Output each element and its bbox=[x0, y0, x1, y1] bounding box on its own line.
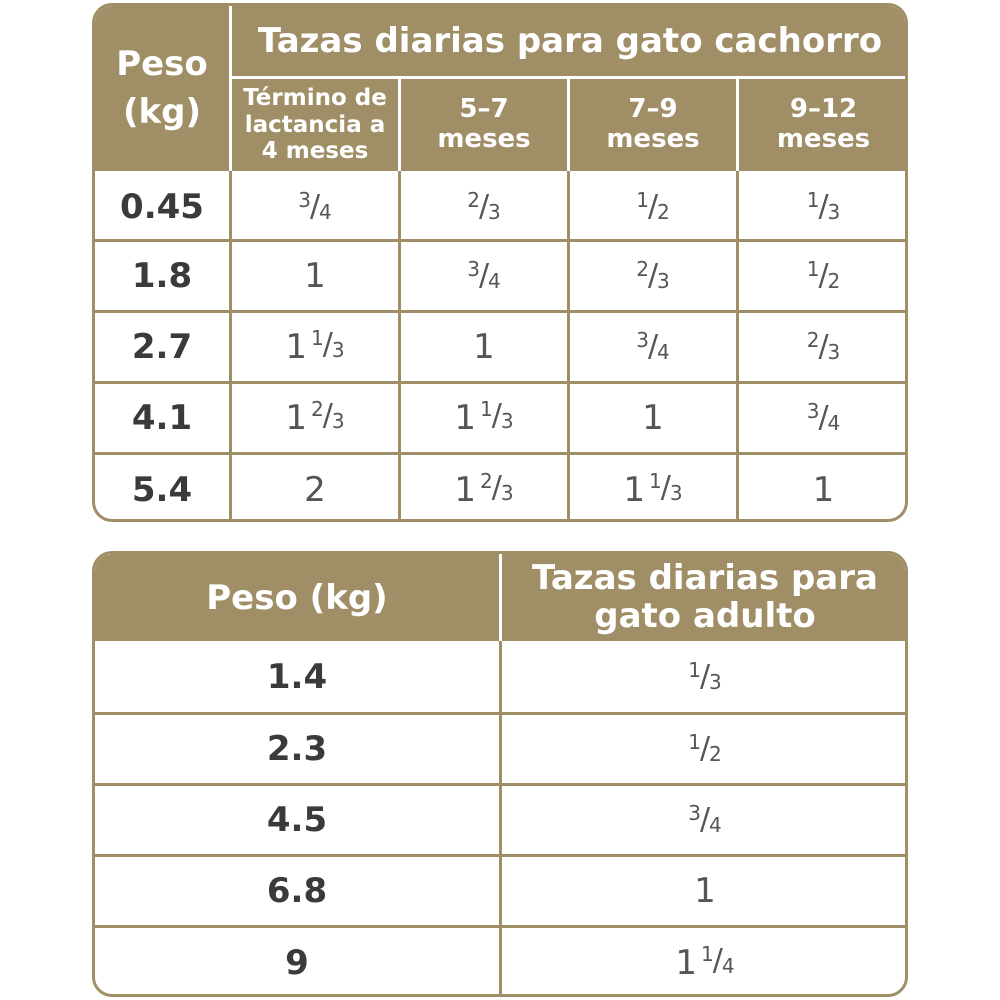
weight-cell: 1.4 bbox=[266, 656, 328, 697]
grid-line bbox=[95, 310, 905, 313]
weight-cell: 5.4 bbox=[131, 470, 193, 510]
grid-line bbox=[398, 171, 401, 519]
value-text: 1 bbox=[304, 256, 326, 296]
value-text: 1 2/3 bbox=[285, 397, 345, 438]
puppy-feeding-table: Peso (kg) Tazas diarias para gato cachor… bbox=[92, 3, 908, 522]
header-divider bbox=[499, 554, 502, 641]
cups-cell: 1/3 bbox=[502, 641, 905, 712]
cups-cell: 1/2 bbox=[502, 715, 905, 783]
cups-cell: 2/3 bbox=[570, 242, 736, 310]
grid-line bbox=[95, 925, 905, 928]
weight-cell: 0.45 bbox=[120, 186, 204, 227]
grid-line bbox=[95, 239, 905, 242]
cups-cell: 1 bbox=[570, 384, 736, 452]
value-text: 2/3 bbox=[636, 257, 670, 293]
cups-cell: 3/4 bbox=[739, 384, 905, 452]
value-text: 2 bbox=[304, 470, 326, 510]
cups-cell: 3/4 bbox=[502, 786, 905, 854]
weight-cell: 2.7 bbox=[131, 327, 193, 367]
value-text: 1 bbox=[473, 327, 495, 367]
cups-cell: 1 1/3 bbox=[232, 313, 398, 381]
value-text: 1/2 bbox=[806, 257, 841, 293]
grid-line bbox=[95, 712, 905, 715]
puppy-col-header-3: 7–9 meses bbox=[570, 79, 736, 171]
grid-line bbox=[95, 452, 905, 455]
puppy-col-header-4: 9–12 meses bbox=[739, 79, 905, 171]
cups-cell: 1 1/3 bbox=[570, 455, 736, 519]
cups-cell: 3/4 bbox=[401, 242, 567, 310]
puppy-col-header-2: 5–7 meses bbox=[401, 79, 567, 171]
puppy-col-header-1: Término de lactancia a 4 meses bbox=[232, 79, 398, 171]
value-text: 1/3 bbox=[806, 187, 841, 224]
header-divider bbox=[232, 76, 905, 79]
value-text: 2/3 bbox=[467, 187, 501, 224]
cups-cell: 3/4 bbox=[232, 174, 398, 239]
value-text: 1/3 bbox=[688, 657, 722, 694]
value-text: 3/4 bbox=[298, 187, 332, 224]
cups-cell: 3/4 bbox=[570, 313, 736, 381]
value-text: 1 1/3 bbox=[623, 469, 683, 510]
adult-weight-header: Peso (kg) bbox=[95, 554, 499, 641]
value-text: 1 1/3 bbox=[285, 326, 345, 367]
grid-line bbox=[95, 854, 905, 857]
value-text: 2/3 bbox=[806, 328, 841, 364]
value-text: 3/4 bbox=[688, 801, 722, 837]
header-divider bbox=[229, 6, 232, 171]
cups-cell: 1 1/3 bbox=[401, 384, 567, 452]
puppy-weight-header: Peso (kg) bbox=[95, 6, 229, 171]
value-text: 3/4 bbox=[806, 399, 841, 435]
cups-cell: 2/3 bbox=[401, 174, 567, 239]
value-text: 1 1/4 bbox=[675, 941, 735, 983]
cups-cell: 1 bbox=[401, 313, 567, 381]
grid-line bbox=[736, 171, 739, 519]
cups-cell: 1/2 bbox=[570, 174, 736, 239]
adult-table-title: Tazas diarias para gato adulto bbox=[502, 554, 905, 641]
grid-line bbox=[95, 783, 905, 786]
cups-cell: 1 bbox=[232, 242, 398, 310]
value-text: 1/2 bbox=[688, 730, 722, 766]
grid-line bbox=[499, 641, 502, 994]
weight-cell: 4.5 bbox=[266, 800, 328, 840]
value-text: 3/4 bbox=[467, 257, 501, 293]
cups-cell: 1 bbox=[739, 455, 905, 519]
weight-cell: 1.8 bbox=[131, 256, 193, 296]
weight-cell: 6.8 bbox=[266, 871, 328, 911]
value-text: 1 bbox=[642, 398, 664, 438]
weight-cell: 4.1 bbox=[131, 398, 193, 438]
cups-cell: 1/3 bbox=[739, 174, 905, 239]
weight-cell: 9 bbox=[285, 942, 309, 983]
cups-cell: 1/2 bbox=[739, 242, 905, 310]
value-text: 3/4 bbox=[636, 328, 670, 364]
value-text: 1/2 bbox=[636, 187, 670, 224]
value-text: 1 bbox=[812, 470, 835, 510]
cups-cell: 1 2/3 bbox=[401, 455, 567, 519]
cups-cell: 1 1/4 bbox=[502, 928, 905, 994]
value-text: 1 1/3 bbox=[454, 397, 514, 438]
cups-cell: 1 2/3 bbox=[232, 384, 398, 452]
cups-cell: 2/3 bbox=[739, 313, 905, 381]
header-divider bbox=[736, 79, 739, 171]
puppy-table-title: Tazas diarias para gato cachorro bbox=[232, 6, 905, 76]
grid-line bbox=[95, 381, 905, 384]
header-divider bbox=[567, 79, 570, 171]
grid-line bbox=[567, 171, 570, 519]
adult-feeding-table: Peso (kg) Tazas diarias para gato adulto… bbox=[92, 551, 908, 997]
value-text: 1 bbox=[694, 871, 716, 911]
cups-cell: 1 bbox=[502, 857, 905, 925]
cups-cell: 2 bbox=[232, 455, 398, 519]
header-divider bbox=[398, 79, 401, 171]
grid-line bbox=[229, 171, 232, 519]
weight-cell: 2.3 bbox=[266, 729, 328, 769]
value-text: 1 2/3 bbox=[454, 469, 514, 510]
